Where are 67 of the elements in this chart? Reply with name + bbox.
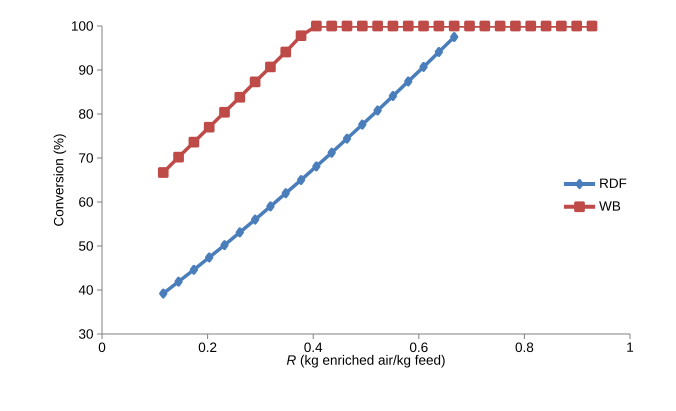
- point: [388, 20, 398, 32]
- point: [510, 20, 521, 32]
- point: [418, 20, 429, 32]
- point: [296, 175, 306, 185]
- point: [373, 106, 382, 116]
- point: [219, 106, 230, 118]
- x-tick-label: 0.2: [198, 342, 216, 352]
- point: [266, 201, 275, 212]
- point: [571, 20, 582, 32]
- point: [234, 92, 246, 103]
- y-tick-label: 70: [79, 153, 93, 163]
- point: [525, 20, 536, 32]
- point: [388, 91, 398, 101]
- point: [236, 227, 244, 238]
- point: [464, 20, 475, 32]
- x-tick-label: 0.4: [304, 342, 322, 352]
- point: [434, 47, 444, 57]
- y-tick-label: 100: [72, 21, 93, 31]
- point: [342, 134, 352, 144]
- point: [158, 167, 169, 178]
- point: [205, 252, 214, 262]
- point: [188, 136, 200, 148]
- point: [494, 20, 506, 32]
- point: [204, 122, 215, 133]
- point: [265, 62, 276, 72]
- y-tick-label: 40: [78, 285, 93, 295]
- y-tick-label: 90: [79, 65, 93, 75]
- point: [540, 20, 552, 32]
- point: [556, 20, 567, 32]
- point: [190, 264, 198, 275]
- y-axis-title: Conversion (%): [54, 134, 66, 226]
- x-tick-label: 1: [627, 342, 634, 352]
- point: [402, 20, 414, 32]
- point: [342, 20, 352, 32]
- point: [174, 276, 183, 287]
- point: [356, 20, 368, 32]
- legend-label: WB: [599, 201, 620, 211]
- y-tick-label: 80: [79, 109, 93, 119]
- x-tick-label: 0: [98, 342, 106, 352]
- point: [220, 240, 229, 250]
- point: [280, 46, 292, 58]
- point: [586, 20, 598, 32]
- legend-label: RDF: [600, 178, 626, 188]
- point: [311, 20, 322, 32]
- point: [358, 120, 366, 130]
- x-tick-label: 0.8: [516, 342, 534, 352]
- point: [250, 76, 260, 88]
- point: [372, 20, 383, 32]
- point: [159, 288, 168, 298]
- point: [326, 20, 338, 32]
- point: [419, 62, 428, 72]
- point: [479, 20, 490, 32]
- point: [282, 188, 290, 198]
- y-tick-label: 50: [79, 241, 93, 251]
- point: [448, 20, 460, 32]
- point: [434, 20, 444, 32]
- point: [328, 148, 336, 158]
- point: [250, 214, 260, 225]
- point: [296, 30, 306, 42]
- point: [450, 32, 458, 42]
- y-tick-label: 30: [78, 329, 93, 339]
- y-tick-label: 60: [79, 197, 93, 207]
- point: [404, 76, 412, 86]
- point: [173, 152, 184, 162]
- x-tick-label: 0.6: [410, 342, 428, 352]
- point: [312, 161, 321, 172]
- x-axis-title: R (kg enriched air/kg feed): [286, 354, 445, 368]
